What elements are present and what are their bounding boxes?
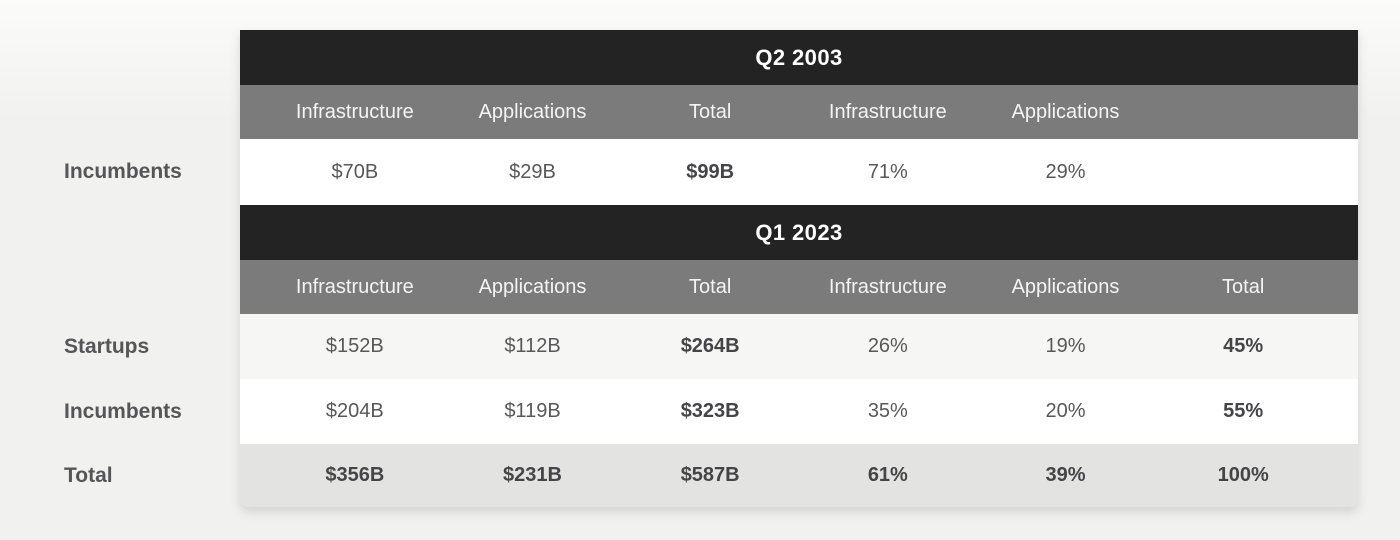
row-label-incumbents-2003: Incumbents — [64, 160, 182, 183]
cell-infrastructure-dollars: $152B — [325, 335, 384, 357]
cell-infrastructure-percent: 35% — [867, 400, 908, 422]
column-header-applications-dollars: Applications — [478, 100, 587, 123]
cell-total-percent: 45% — [1223, 335, 1264, 357]
cell-infrastructure-dollars: $356B — [325, 464, 385, 486]
column-header-applications-percent: Applications — [1011, 275, 1120, 298]
cell-applications-percent: 20% — [1045, 400, 1086, 422]
cell-total-dollars: $264B — [680, 335, 740, 357]
column-header-total-dollars: Total — [689, 100, 732, 123]
cell-infrastructure-percent: 71% — [867, 160, 908, 183]
section-banner-q1-2023: Q1 2023 — [240, 205, 1358, 260]
row-label-total-2023: Total — [64, 463, 113, 487]
cell-infrastructure-dollars: $70B — [331, 160, 379, 183]
row-label-startups-2023: Startups — [64, 334, 150, 358]
comparison-table: Q2 2003 Infrastructure Applications Tota… — [240, 30, 1358, 507]
cell-applications-percent: 29% — [1045, 160, 1086, 183]
cell-total-percent: 55% — [1223, 400, 1264, 422]
cell-infrastructure-dollars: $204B — [325, 400, 384, 422]
row-label-incumbents-2023: Incumbents — [64, 399, 182, 423]
cell-infrastructure-percent: 61% — [867, 464, 908, 486]
cell-applications-percent: 19% — [1045, 335, 1086, 357]
column-header-row-2023: Infrastructure Applications Total Infras… — [240, 260, 1358, 314]
cell-applications-dollars: $112B — [504, 335, 561, 357]
table-row-incumbents-2003: $70B $29B $99B 71% 29% — [240, 139, 1358, 205]
column-header-infrastructure-percent: Infrastructure — [828, 275, 947, 298]
cell-total-percent: 100% — [1217, 464, 1269, 486]
column-header-total-dollars: Total — [689, 275, 732, 298]
column-header-row-2003: Infrastructure Applications Total Infras… — [240, 85, 1358, 139]
table-row-incumbents-2023: $204B $119B $323B 35% 20% 55% — [240, 379, 1358, 444]
column-header-applications-dollars: Applications — [478, 275, 587, 298]
column-header-infrastructure-dollars: Infrastructure — [295, 100, 414, 123]
column-header-applications-percent: Applications — [1011, 100, 1120, 123]
cell-total-dollars: $99B — [686, 160, 735, 183]
cell-applications-dollars: $231B — [503, 464, 562, 486]
cell-total-dollars: $323B — [680, 400, 740, 422]
table-row-startups-2023: $152B $112B $264B 26% 19% 45% — [240, 314, 1358, 379]
cell-applications-dollars: $119B — [504, 400, 561, 422]
table-row-total-2023: $356B $231B $587B 61% 39% 100% — [240, 444, 1358, 507]
column-header-total-percent: Total — [1222, 275, 1265, 298]
cell-infrastructure-percent: 26% — [867, 335, 908, 357]
cell-applications-percent: 39% — [1045, 464, 1086, 486]
section-banner-q2-2003: Q2 2003 — [240, 30, 1358, 85]
cell-total-dollars: $587B — [680, 464, 740, 486]
column-header-infrastructure-dollars: Infrastructure — [295, 275, 414, 298]
column-header-infrastructure-percent: Infrastructure — [828, 100, 947, 123]
cell-applications-dollars: $29B — [509, 160, 556, 183]
